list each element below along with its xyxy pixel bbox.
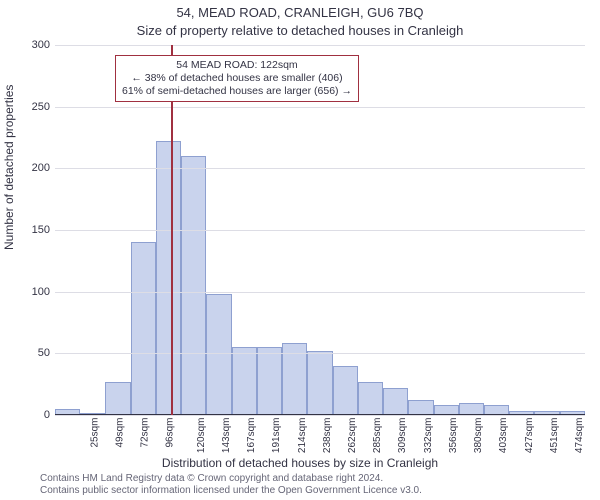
y-tick-label: 100 (10, 286, 50, 298)
x-tick-label: 72sqm (140, 418, 151, 448)
grid-line (55, 45, 585, 46)
x-tick-label: 332sqm (423, 418, 434, 454)
histogram-bar (181, 156, 206, 415)
chart-address-title: 54, MEAD ROAD, CRANLEIGH, GU6 7BQ (0, 5, 600, 20)
grid-line (55, 292, 585, 293)
x-tick-label: 238sqm (322, 418, 333, 454)
histogram-bar (156, 141, 181, 415)
x-axis-label: Distribution of detached houses by size … (0, 456, 600, 470)
annotation-box: 54 MEAD ROAD: 122sqm ← 38% of detached h… (115, 55, 359, 102)
histogram-bar (358, 382, 383, 415)
x-tick-label: 143sqm (221, 418, 232, 454)
y-tick-label: 150 (10, 224, 50, 236)
y-tick-label: 200 (10, 162, 50, 174)
grid-line (55, 107, 585, 108)
x-tick-label: 474sqm (574, 418, 585, 454)
x-tick-label: 167sqm (246, 418, 257, 454)
chart-subtitle: Size of property relative to detached ho… (0, 23, 600, 38)
grid-line (55, 353, 585, 354)
y-tick-label: 0 (10, 409, 50, 421)
x-tick-label: 214sqm (297, 418, 308, 454)
histogram-bar (383, 388, 408, 415)
x-tick-label: 191sqm (271, 418, 282, 454)
histogram-bar (257, 347, 282, 415)
histogram-bar (105, 382, 130, 415)
x-tick-label: 309sqm (398, 418, 409, 454)
histogram-bar (232, 347, 257, 415)
grid-line (55, 230, 585, 231)
x-tick-label: 285sqm (372, 418, 383, 454)
annotation-line1: 54 MEAD ROAD: 122sqm (122, 59, 352, 72)
x-tick-label: 120sqm (196, 418, 207, 454)
x-tick-label: 451sqm (549, 418, 560, 454)
y-tick-label: 300 (10, 39, 50, 51)
x-tick-label: 96sqm (165, 418, 176, 448)
histogram-bar (307, 351, 332, 415)
plot-area: 05010015020025030025sqm49sqm72sqm96sqm12… (55, 45, 585, 415)
chart-container: 54, MEAD ROAD, CRANLEIGH, GU6 7BQ Size o… (0, 0, 600, 500)
y-tick-label: 250 (10, 101, 50, 113)
x-tick-label: 262sqm (347, 418, 358, 454)
footer-line1: Contains HM Land Registry data © Crown c… (40, 473, 422, 485)
x-tick-label: 356sqm (448, 418, 459, 454)
x-tick-label: 403sqm (499, 418, 510, 454)
histogram-bar (131, 242, 156, 415)
footer-line2: Contains public sector information licen… (40, 485, 422, 497)
x-tick-label: 25sqm (89, 418, 100, 448)
annotation-line2: ← 38% of detached houses are smaller (40… (122, 72, 352, 85)
grid-line (55, 168, 585, 169)
grid-line (55, 415, 585, 416)
y-tick-label: 50 (10, 347, 50, 359)
footer-attribution: Contains HM Land Registry data © Crown c… (40, 473, 422, 497)
x-tick-label: 427sqm (524, 418, 535, 454)
x-tick-label: 380sqm (473, 418, 484, 454)
x-tick-label: 49sqm (114, 418, 125, 448)
histogram-bar (206, 294, 231, 415)
histogram-bar (408, 400, 433, 415)
annotation-line3: 61% of semi-detached houses are larger (… (122, 85, 352, 98)
histogram-bar (333, 366, 358, 415)
